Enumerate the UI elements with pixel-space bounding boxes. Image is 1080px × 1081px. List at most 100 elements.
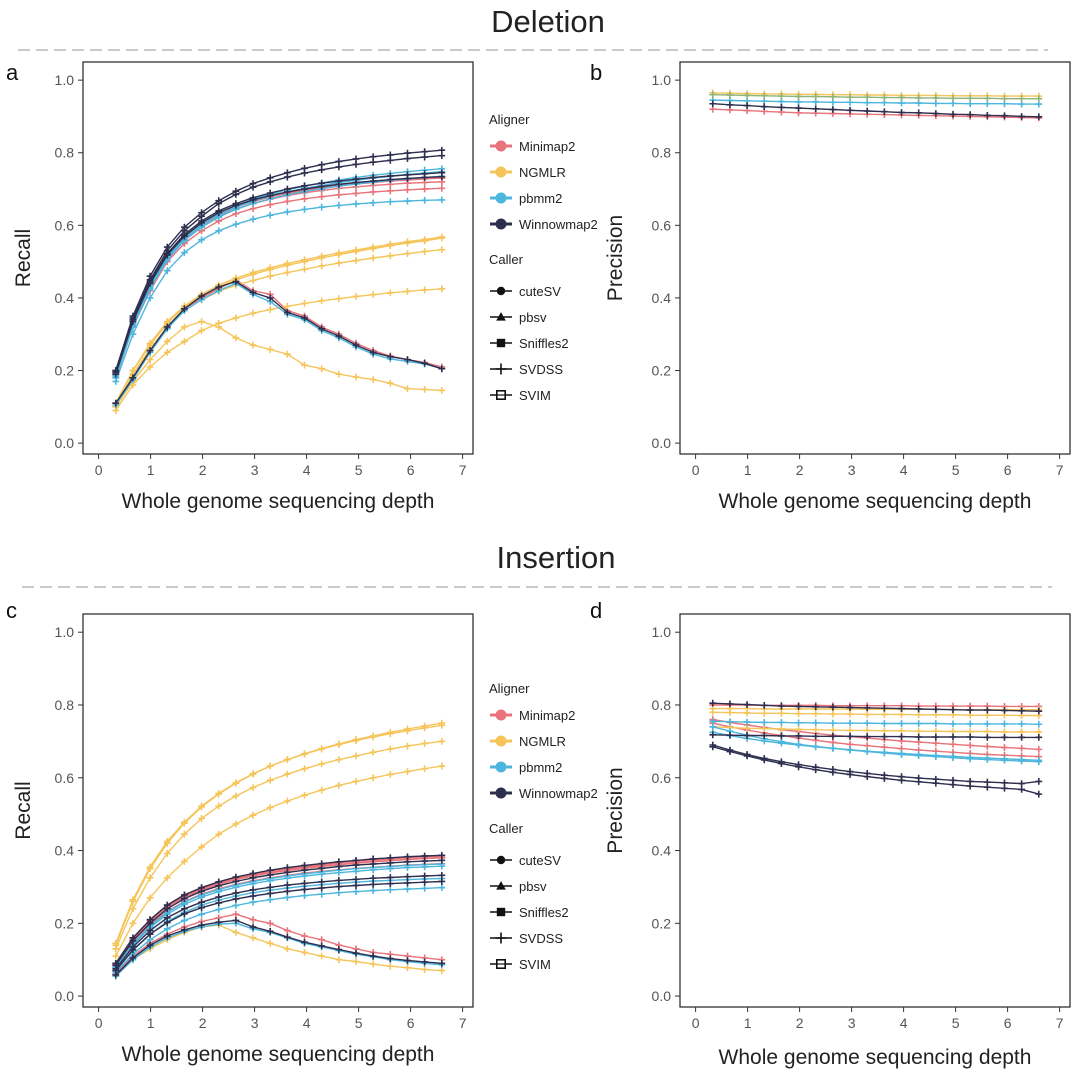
plot-b-ytick-label: 0.6 [652, 217, 672, 233]
plot-a-data-point [352, 155, 360, 163]
plot-a-data-point [215, 197, 223, 205]
plot-c-data-point [301, 866, 308, 874]
plot-d-data-point [743, 732, 751, 739]
plot-c-data-point [386, 730, 394, 738]
plot-c-data-point [249, 886, 257, 894]
legend-caller-label: SVIM [519, 388, 551, 403]
plot-d-series [709, 717, 1043, 728]
plot-d-data-point [829, 719, 837, 727]
plot-c-data-point [369, 733, 377, 741]
plot-a-data-point [112, 370, 120, 378]
plot-c-data-point [438, 721, 446, 729]
plot-b-series [709, 100, 1043, 121]
plot-d-data-point [863, 747, 871, 755]
plot-a-data-point [318, 325, 326, 333]
plot-c-data-point [318, 786, 326, 794]
plot-a-data-point [386, 240, 394, 248]
plot-a-data-point [369, 254, 377, 262]
legend-caller-label: pbsv [519, 879, 547, 894]
plot-d-data-point [743, 724, 751, 732]
plot-c-data-point [386, 880, 394, 888]
plot-c-frame [82, 613, 474, 1008]
legend-caller-item: SVIM [490, 957, 551, 972]
plot-b-data-point [1018, 113, 1026, 120]
plot-a-data-point [386, 252, 394, 260]
plot-c-data-point [404, 964, 411, 972]
plot-a-data-point [283, 197, 291, 205]
plot-c-data-point [335, 756, 343, 763]
plot-d-data-point [726, 718, 734, 726]
plot-d-data-point [983, 733, 991, 741]
plot-a-data-point [198, 219, 205, 227]
plot-c-data-point [198, 802, 205, 810]
plot-a-data-point [404, 356, 411, 364]
plot-d-data-point [863, 727, 871, 734]
plot-b-xtick-label: 2 [796, 462, 804, 478]
plot-c-data-point [112, 939, 120, 947]
section-title-insertion: Insertion [497, 540, 616, 575]
plot-b-data-point [983, 111, 991, 119]
legend-aligner-swatch-dot [495, 166, 507, 178]
plot-c-data-point [249, 892, 257, 900]
plot-c-yaxis-title: Recall [12, 781, 35, 839]
plot-a-xtick-label: 2 [199, 462, 207, 478]
legend-caller-item: Sniffles2 [490, 905, 569, 920]
plot-c-xtick-label: 7 [459, 1015, 467, 1031]
plot-a-data-point [404, 288, 411, 295]
plot-d-data-point [966, 741, 974, 749]
legend-deletion: Aligner Minimap2 NGMLR pbmm2 Winnowmap2 Calle… [489, 112, 598, 403]
plot-a-xtick-label: 0 [95, 462, 103, 478]
plot-b-data-point [1001, 95, 1008, 103]
plot-d-data-point [898, 727, 905, 735]
plot-c-data-point [318, 952, 326, 960]
legend-insertion: Aligner Minimap2 NGMLR pbmm2 Winnowmap2 Calle… [489, 681, 598, 972]
plot-d-data-point [1035, 745, 1043, 753]
plot-a-data-point [198, 209, 205, 217]
plot-a-data-point [421, 196, 429, 204]
plot-c-data-point [266, 919, 274, 927]
plot-d-data-point [915, 751, 923, 758]
plot-d-data-point [898, 776, 905, 784]
plot-c-data-point [318, 936, 326, 944]
plot-a-data-point [112, 399, 120, 407]
plot-d-series [709, 731, 1043, 741]
plot-c-data-point [318, 890, 326, 898]
plot-a-data-point [232, 278, 240, 285]
plot-c-data-point [249, 898, 257, 906]
legend-caller-label: cuteSV [519, 853, 561, 868]
plot-d-data-point [726, 700, 734, 708]
plot-b-data-point [743, 102, 751, 109]
plot-a-data-point [301, 185, 308, 193]
plot-c-xtick-label: 5 [355, 1015, 363, 1031]
plot-b-deletion-precision: 0.0 0.2 0.4 0.6 0.8 1.0 0 1 2 3 4 5 6 7 Whole genome s… [604, 61, 1071, 513]
plot-a-series [112, 233, 446, 407]
plot-a-data-point [369, 348, 377, 356]
legend-caller-title: Caller [489, 252, 524, 267]
legend-aligner-label: pbmm2 [519, 760, 562, 775]
plot-d-data-point [812, 726, 820, 734]
plot-c-data-point [112, 952, 120, 960]
plot-c-data-point [283, 868, 291, 876]
plot-c-data-point [129, 896, 137, 904]
plot-d-data-point [915, 733, 923, 741]
plot-a-data-point [438, 246, 446, 254]
plot-a-series [112, 278, 446, 407]
plot-a-data-point [438, 365, 446, 373]
plot-d-data-point [966, 753, 974, 761]
plot-a-data-point [249, 309, 257, 317]
plot-c-data-point [232, 917, 240, 924]
legend-caller-swatch-shape [496, 907, 506, 917]
plot-c-data-point [232, 889, 240, 897]
plot-d-data-point [846, 771, 854, 778]
plot-a-data-point [421, 185, 429, 193]
plot-a-data-point [386, 379, 394, 387]
plot-c-data-point [438, 878, 446, 885]
plot-c-data-point [438, 959, 446, 967]
plot-c-data-point [335, 883, 343, 890]
plot-c-data-point [198, 921, 205, 929]
plot-a-data-point [266, 201, 274, 209]
plot-a-data-point [129, 318, 137, 325]
plot-c-data-point [421, 966, 429, 973]
plot-a-data-point [301, 164, 308, 172]
plot-b-xtick-label: 1 [744, 462, 752, 478]
